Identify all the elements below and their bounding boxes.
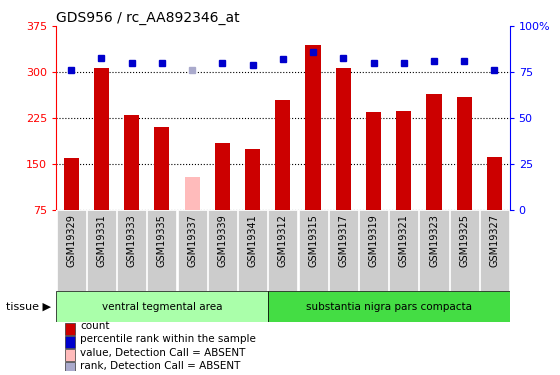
Bar: [178, 210, 207, 291]
Bar: [306, 45, 320, 210]
Text: GSM19329: GSM19329: [66, 214, 76, 267]
Text: rank, Detection Call = ABSENT: rank, Detection Call = ABSENT: [81, 361, 241, 371]
Bar: [238, 210, 267, 291]
Bar: [487, 157, 502, 210]
Text: substantia nigra pars compacta: substantia nigra pars compacta: [306, 302, 472, 312]
Bar: [65, 336, 75, 348]
Bar: [215, 143, 230, 210]
Bar: [329, 210, 358, 291]
Text: GSM19339: GSM19339: [217, 214, 227, 267]
Text: GSM19312: GSM19312: [278, 214, 288, 267]
Bar: [427, 94, 442, 210]
Bar: [336, 68, 351, 210]
Bar: [65, 362, 75, 374]
Bar: [155, 128, 170, 210]
Text: count: count: [81, 321, 110, 331]
Bar: [276, 100, 290, 210]
Bar: [268, 291, 510, 322]
Bar: [56, 291, 268, 322]
Text: GSM19317: GSM19317: [338, 214, 348, 267]
Text: ventral tegmental area: ventral tegmental area: [101, 302, 222, 312]
Bar: [389, 210, 418, 291]
Bar: [57, 210, 86, 291]
Text: percentile rank within the sample: percentile rank within the sample: [81, 334, 256, 345]
Text: GSM19331: GSM19331: [96, 214, 106, 267]
Text: GSM19341: GSM19341: [248, 214, 258, 267]
Text: GSM19315: GSM19315: [308, 214, 318, 267]
Bar: [147, 210, 176, 291]
Text: tissue ▶: tissue ▶: [6, 302, 50, 312]
Bar: [480, 210, 509, 291]
Text: GSM19323: GSM19323: [429, 214, 439, 267]
Bar: [117, 210, 146, 291]
Text: GSM19333: GSM19333: [127, 214, 137, 267]
Text: value, Detection Call = ABSENT: value, Detection Call = ABSENT: [81, 348, 246, 358]
Text: GSM19319: GSM19319: [368, 214, 379, 267]
Bar: [245, 149, 260, 210]
Text: GSM19337: GSM19337: [187, 214, 197, 267]
Bar: [457, 97, 472, 210]
Text: GSM19327: GSM19327: [489, 214, 500, 267]
Bar: [298, 210, 328, 291]
Bar: [185, 177, 200, 210]
Bar: [87, 210, 116, 291]
Text: GSM19325: GSM19325: [459, 214, 469, 267]
Text: GSM19335: GSM19335: [157, 214, 167, 267]
Bar: [359, 210, 388, 291]
Text: GDS956 / rc_AA892346_at: GDS956 / rc_AA892346_at: [56, 11, 240, 25]
Bar: [450, 210, 479, 291]
Bar: [419, 210, 449, 291]
Bar: [65, 322, 75, 335]
Bar: [65, 349, 75, 361]
Text: GSM19321: GSM19321: [399, 214, 409, 267]
Bar: [208, 210, 237, 291]
Bar: [94, 68, 109, 210]
Bar: [64, 158, 78, 210]
Bar: [396, 111, 411, 210]
Bar: [268, 210, 297, 291]
Bar: [124, 115, 139, 210]
Bar: [366, 112, 381, 210]
